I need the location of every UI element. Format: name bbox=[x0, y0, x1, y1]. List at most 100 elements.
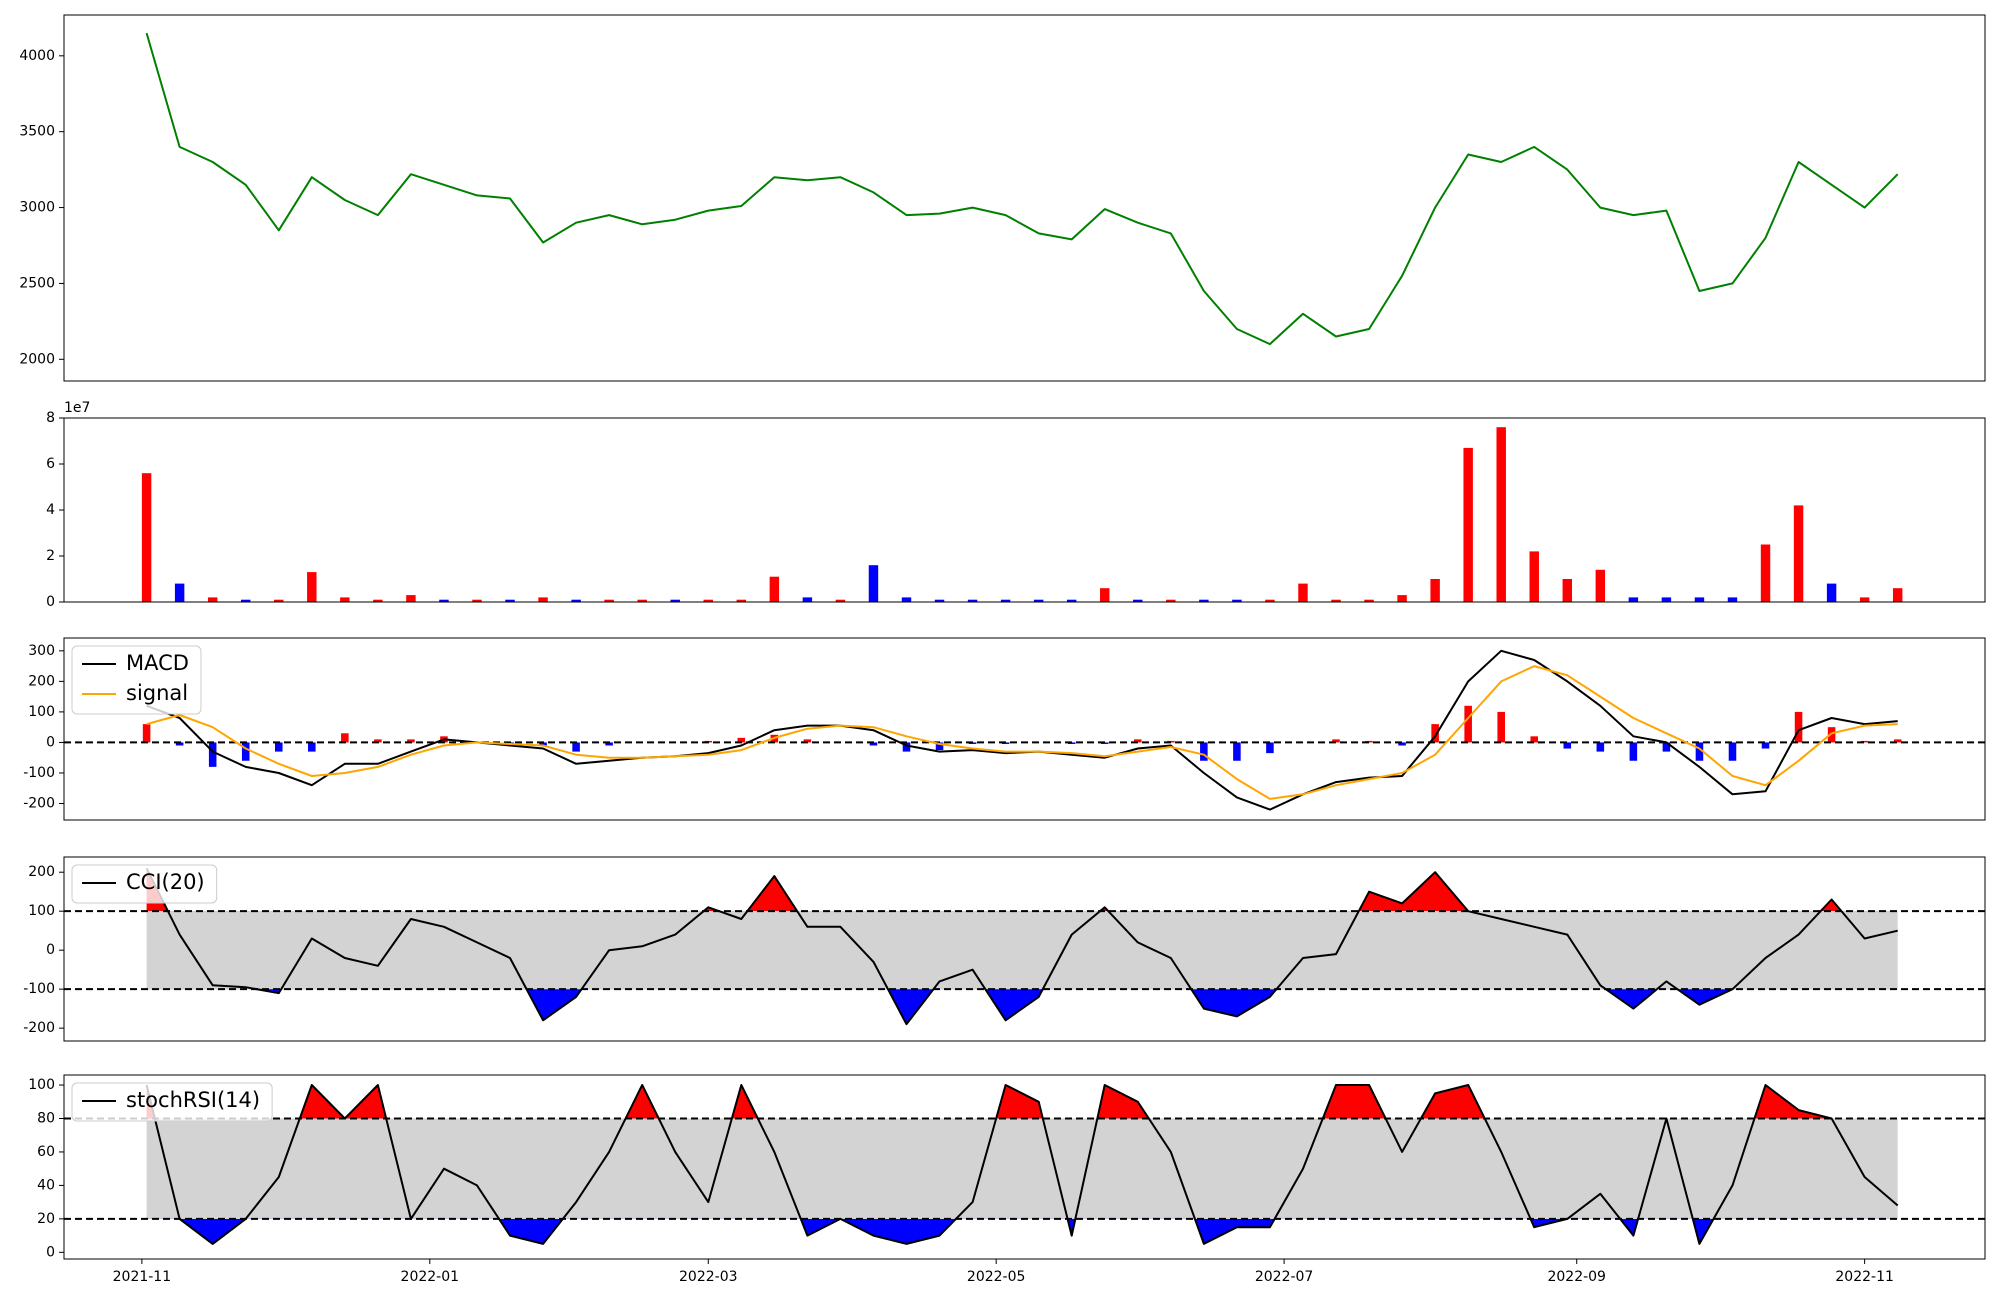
bar bbox=[868, 565, 879, 602]
bar bbox=[1000, 599, 1011, 602]
bar bbox=[1827, 727, 1836, 743]
y-tick-label: 100 bbox=[28, 1077, 55, 1093]
bar bbox=[1661, 597, 1672, 602]
y-tick-label: 6 bbox=[46, 456, 55, 472]
bar bbox=[1727, 597, 1738, 602]
bar bbox=[1728, 742, 1737, 761]
bar bbox=[1463, 447, 1473, 602]
bar bbox=[1430, 579, 1440, 602]
bar bbox=[1826, 583, 1837, 602]
bar bbox=[341, 733, 349, 743]
bar bbox=[737, 737, 746, 743]
bar bbox=[934, 599, 945, 602]
bar bbox=[1266, 742, 1274, 754]
bar bbox=[340, 597, 350, 602]
bar bbox=[1200, 742, 1208, 761]
bar bbox=[1562, 579, 1573, 602]
bar bbox=[308, 742, 316, 752]
bar bbox=[967, 599, 978, 602]
x-tick-label: 2022-01 bbox=[401, 1269, 460, 1285]
bar bbox=[935, 742, 944, 751]
bar bbox=[802, 597, 813, 602]
x-tick-label: 2022-07 bbox=[1255, 1269, 1314, 1285]
y-tick-label: 60 bbox=[37, 1144, 55, 1160]
panel: -200 -100 0 100 200 CCI(20) bbox=[23, 856, 1986, 1042]
bar bbox=[1892, 588, 1903, 602]
legend: MACD signal bbox=[71, 645, 202, 715]
bar bbox=[1166, 599, 1176, 602]
legend-box bbox=[71, 1082, 273, 1122]
series-line bbox=[145, 32, 1899, 346]
bar bbox=[274, 599, 284, 602]
bar bbox=[1397, 595, 1407, 602]
legend-box bbox=[71, 864, 218, 904]
y-tick-label: 100 bbox=[28, 903, 55, 919]
bar bbox=[1761, 742, 1770, 749]
bar bbox=[175, 742, 184, 746]
bar bbox=[407, 739, 415, 743]
bar bbox=[1199, 599, 1209, 602]
series-line bbox=[145, 867, 1898, 1026]
bar bbox=[1860, 740, 1869, 743]
legend: stochRSI(14) bbox=[71, 1082, 273, 1122]
x-tick-label: 2021-11 bbox=[113, 1269, 172, 1285]
bar bbox=[571, 599, 581, 602]
y-tick-label: 200 bbox=[28, 673, 55, 689]
bar bbox=[1232, 599, 1242, 602]
bar bbox=[538, 597, 548, 602]
bar bbox=[1033, 599, 1044, 602]
y-tick-label: 80 bbox=[37, 1110, 55, 1126]
neutral-band bbox=[146, 911, 1898, 990]
plot-area bbox=[141, 427, 1903, 602]
panel-frame bbox=[63, 1074, 1986, 1260]
bar bbox=[670, 599, 680, 602]
bar bbox=[439, 599, 449, 602]
y-tick-label: 2000 bbox=[19, 351, 55, 367]
bar bbox=[1793, 505, 1804, 602]
x-tick-label: 2022-05 bbox=[967, 1269, 1026, 1285]
series-line bbox=[145, 1084, 1899, 1245]
bar bbox=[769, 576, 780, 602]
bar bbox=[1893, 739, 1902, 743]
bar bbox=[1431, 724, 1439, 743]
bar bbox=[901, 597, 912, 602]
bar bbox=[472, 599, 482, 602]
bar bbox=[1331, 599, 1341, 602]
bar bbox=[572, 742, 580, 752]
y-tick-label: -200 bbox=[23, 1020, 55, 1036]
bar bbox=[207, 597, 218, 602]
bar bbox=[637, 599, 647, 602]
y-tick-label: 2500 bbox=[19, 275, 55, 291]
panel: -200 -100 0 100 200 300 MACD signal bbox=[23, 637, 1986, 821]
y-tick-label: 2 bbox=[46, 548, 55, 564]
bar bbox=[835, 599, 846, 602]
bar bbox=[241, 742, 250, 761]
bar bbox=[703, 599, 713, 602]
bar bbox=[374, 739, 382, 743]
y-tick-label: -100 bbox=[23, 765, 55, 781]
bar bbox=[505, 599, 515, 602]
bar bbox=[1629, 742, 1638, 761]
bar bbox=[1694, 597, 1705, 602]
bar bbox=[1760, 544, 1771, 602]
y-tick-label: 200 bbox=[28, 864, 55, 880]
bar bbox=[141, 473, 152, 602]
zone-fill bbox=[146, 868, 1842, 912]
bar bbox=[208, 742, 217, 767]
bar bbox=[1398, 742, 1406, 746]
series-line bbox=[146, 665, 1898, 800]
legend-label: signal bbox=[126, 681, 188, 705]
bar bbox=[1530, 736, 1539, 743]
bar bbox=[1563, 742, 1572, 749]
bar bbox=[274, 742, 283, 752]
zone-fill bbox=[146, 989, 1898, 1025]
panel: 0 20 40 60 80 100 2021-11 2022-01 2022-03 2022-05… bbox=[28, 1074, 1986, 1285]
bar bbox=[406, 595, 416, 602]
y-tick-label: 300 bbox=[28, 643, 55, 659]
bar bbox=[1100, 588, 1110, 602]
bar bbox=[1134, 739, 1142, 743]
x-tick-label: 2022-09 bbox=[1547, 1269, 1606, 1285]
bar bbox=[1497, 711, 1505, 743]
panel: 2000 2500 3000 3500 4000 bbox=[19, 14, 1986, 382]
plot-area bbox=[64, 867, 1985, 1026]
